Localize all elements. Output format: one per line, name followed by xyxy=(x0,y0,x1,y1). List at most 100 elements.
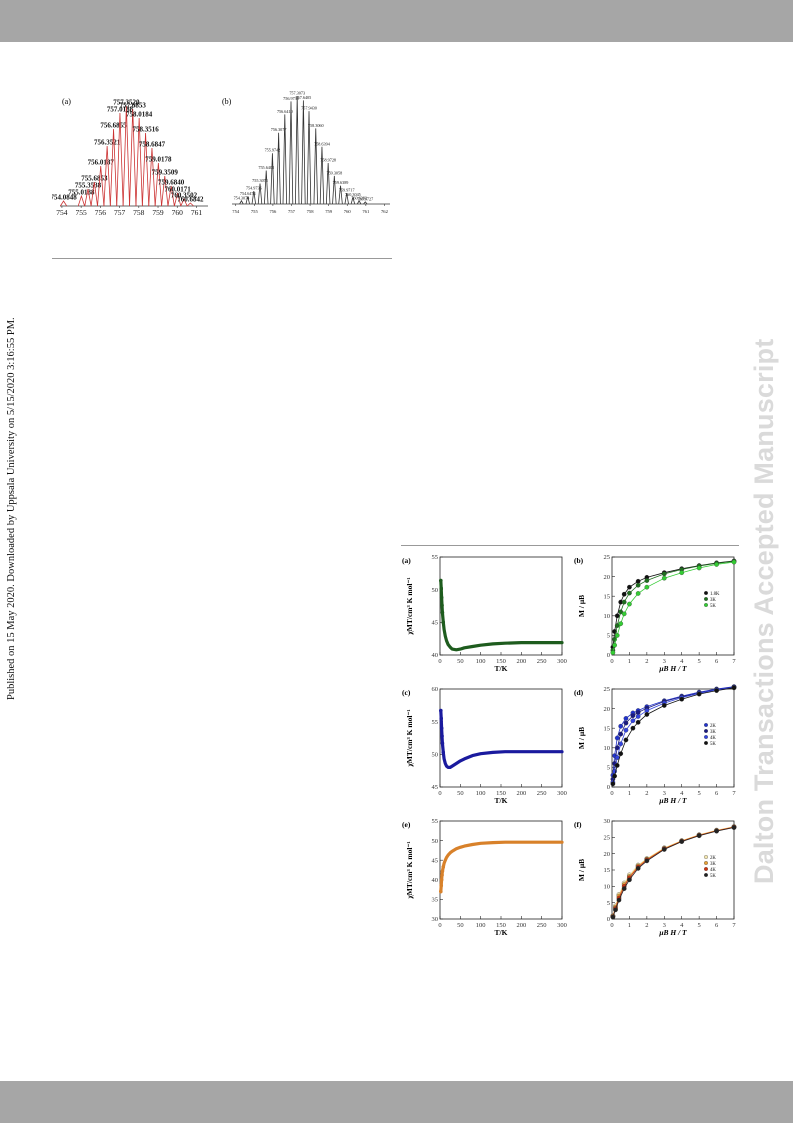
peak-label: 756.3077 xyxy=(271,127,287,132)
data-point xyxy=(644,708,650,713)
y-tick-label: 5 xyxy=(607,900,610,907)
data-point xyxy=(439,716,444,721)
magnetic-data-figure: (a)0 50 100 150 200 250 30040455055T/KχMT/cm³ … xyxy=(402,554,737,937)
peak-label: 760.6842 xyxy=(177,196,204,204)
data-point xyxy=(623,716,629,721)
data-point xyxy=(731,825,737,830)
x-tick-label: 757 xyxy=(114,208,126,217)
x-tick-label: 6 xyxy=(715,790,719,797)
x-tick-label: 100 xyxy=(476,790,486,797)
x-axis-label: T/K xyxy=(495,796,508,805)
legend-marker xyxy=(704,729,708,733)
y-tick-label: 35 xyxy=(432,897,439,904)
data-point xyxy=(661,571,667,577)
legend-marker xyxy=(704,855,708,859)
peak-label: 759.6389 xyxy=(333,180,349,185)
peak-label: 760.3502 xyxy=(171,192,198,200)
peak xyxy=(180,198,188,207)
peak-label: 759.3058 xyxy=(326,170,342,175)
data-point xyxy=(440,741,445,746)
y-tick-label: 55 xyxy=(432,554,439,561)
x-tick-label: 4 xyxy=(680,790,684,797)
x-tick-label: 756 xyxy=(95,208,107,217)
data-point xyxy=(679,570,685,576)
x-tick-label: 4 xyxy=(680,922,684,929)
x-tick-label: 0 xyxy=(438,658,441,665)
data-point xyxy=(635,719,641,725)
y-tick-label: 20 xyxy=(604,851,611,858)
data-point xyxy=(644,712,650,717)
y-tick-label: 0 xyxy=(607,784,610,791)
y-tick-label: 50 xyxy=(432,752,439,759)
x-tick-label: 300 xyxy=(557,922,567,929)
peak-label: 756.6410 xyxy=(277,109,293,114)
data-point xyxy=(616,897,622,903)
peak-label: 758.3060 xyxy=(308,123,324,128)
y-tick-label: 30 xyxy=(432,916,439,923)
x-tick-label: 1 xyxy=(628,790,631,797)
peak xyxy=(167,185,175,207)
x-tick-label: 758 xyxy=(307,209,315,214)
chart-panel: (b) 0 1 2 3 4 5 6 7 0 5 10 15 20 25 μB H / T M / μB 1.8K3… xyxy=(574,554,736,673)
peak-label: 760.0171 xyxy=(164,186,191,194)
data-point xyxy=(439,883,444,888)
x-tick-label: 0 xyxy=(438,790,441,797)
peak xyxy=(257,183,263,205)
peak-label: 754.9736 xyxy=(246,186,262,191)
x-tick-label: 0 xyxy=(610,922,613,929)
peak xyxy=(350,196,356,205)
data-point xyxy=(661,847,667,852)
chart-panel: (e) 0 50 100 150 200 250 300 30 35 40 45 50 55 T/K χMT/… xyxy=(402,818,567,937)
chart-panel: (a) 0 50 100 150 200 250 300 40 45 50 55 T/K χMT/cm³ … xyxy=(402,554,567,673)
y-tick-label: 10 xyxy=(604,884,611,891)
peak xyxy=(288,101,294,205)
x-tick-label: 0 xyxy=(610,658,613,665)
peak xyxy=(109,128,118,207)
x-tick-label: 755 xyxy=(76,208,88,217)
x-tick-label: 7 xyxy=(732,790,736,797)
x-tick-label: 2 xyxy=(645,922,648,929)
data-point xyxy=(630,718,636,724)
y-tick-label: 25 xyxy=(604,835,611,842)
peak-label: 757.6405 xyxy=(296,95,312,100)
peak xyxy=(306,111,312,205)
peak xyxy=(325,162,331,205)
y-axis-label: M / μB xyxy=(577,595,586,617)
x-tick-label: 250 xyxy=(537,658,547,665)
peak xyxy=(245,196,250,205)
x-tick-label: 759 xyxy=(325,209,333,214)
x-tick-label: 200 xyxy=(516,790,526,797)
y-tick-label: 20 xyxy=(604,574,611,581)
x-tick-label: 50 xyxy=(457,922,464,929)
x-axis-label: T/K xyxy=(495,928,508,937)
data-point xyxy=(614,613,620,619)
data-point xyxy=(696,691,702,697)
peak-label: 755.6853 xyxy=(81,175,108,183)
y-tick-label: 55 xyxy=(432,719,439,726)
legend-marker xyxy=(704,603,708,607)
legend-label: 5K xyxy=(710,604,716,609)
header-band xyxy=(0,0,793,42)
data-point xyxy=(696,833,702,839)
chart-panel: (c) 0 50 100 150 200 250 300 45 50 55 60 T/K χMT/cm³ … xyxy=(402,686,567,805)
plot-frame xyxy=(439,688,563,788)
legend-marker xyxy=(704,741,708,745)
data-point xyxy=(440,603,444,608)
peak-label: 755.9742 xyxy=(265,148,281,153)
peak xyxy=(338,185,343,205)
x-tick-label: 0 xyxy=(438,922,441,929)
data-point xyxy=(661,575,667,581)
peak xyxy=(186,202,194,207)
data-point xyxy=(439,889,443,894)
peak-label: 757.3520 xyxy=(113,99,140,107)
x-tick-label: 150 xyxy=(496,658,506,665)
y-tick-label: 15 xyxy=(604,867,611,874)
x-tick-label: 150 xyxy=(496,922,506,929)
x-tick-label: 760 xyxy=(172,208,184,217)
data-point xyxy=(618,621,624,626)
data-point xyxy=(623,737,629,743)
y-tick-label: 45 xyxy=(432,784,439,791)
x-tick-label: 100 xyxy=(476,658,486,665)
y-tick-label: 55 xyxy=(432,818,439,825)
